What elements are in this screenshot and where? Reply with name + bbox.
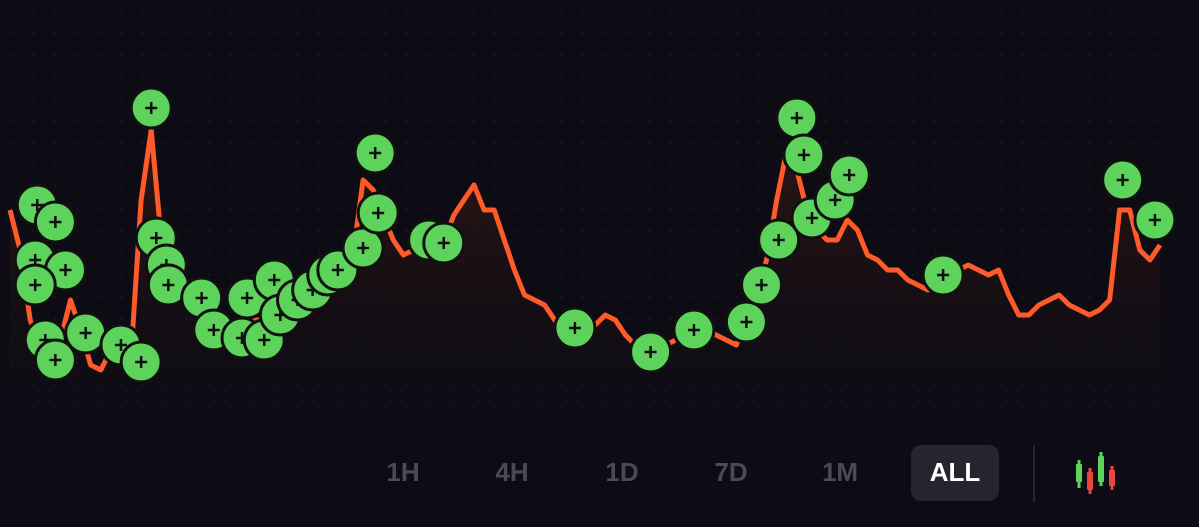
buy-marker[interactable] — [827, 153, 871, 197]
buy-marker[interactable] — [724, 300, 768, 344]
plus-icon — [31, 199, 44, 211]
buy-marker[interactable] — [341, 226, 385, 270]
plus-icon — [79, 327, 92, 339]
plus-icon — [797, 149, 810, 161]
plus-icon — [29, 279, 42, 291]
plus-icon — [755, 279, 768, 291]
buy-marker[interactable] — [775, 96, 819, 140]
plus-icon — [207, 324, 220, 336]
plus-icon — [772, 234, 785, 246]
tab-1[interactable]: 4H — [495, 457, 528, 487]
buy-marker[interactable] — [672, 308, 716, 352]
plus-icon — [644, 346, 657, 358]
buy-marker[interactable] — [129, 86, 173, 130]
tab-0[interactable]: 1H — [386, 457, 419, 487]
plus-icon — [1116, 174, 1129, 186]
timeframe-tabs: 1H 4H 1D 7D 1M ALL — [386, 457, 980, 487]
plus-icon — [357, 242, 370, 254]
plus-icon — [145, 102, 158, 114]
plus-icon — [568, 322, 581, 334]
plus-icon — [437, 237, 450, 249]
buy-marker[interactable] — [740, 263, 784, 307]
buy-marker[interactable] — [553, 306, 597, 350]
plus-icon — [740, 316, 753, 328]
buy-marker[interactable] — [33, 200, 77, 244]
selected-tab-background — [911, 445, 999, 501]
buy-marker[interactable] — [353, 131, 397, 175]
buy-marker[interactable] — [782, 133, 826, 177]
buy-marker[interactable] — [1101, 158, 1145, 202]
buy-marker[interactable] — [1133, 198, 1177, 242]
plus-icon — [135, 356, 148, 368]
plus-icon — [195, 292, 208, 304]
tab-4[interactable]: 1M — [822, 457, 858, 487]
buy-marker[interactable] — [119, 340, 163, 384]
buy-marker[interactable] — [13, 263, 57, 307]
plus-icon — [1148, 214, 1161, 226]
plus-icon — [805, 212, 818, 224]
plus-icon — [331, 264, 344, 276]
plus-icon — [162, 279, 175, 291]
plus-icon — [241, 292, 254, 304]
tab-3[interactable]: 7D — [714, 457, 747, 487]
tab-5[interactable]: ALL — [930, 457, 981, 487]
plus-icon — [372, 207, 385, 219]
buy-marker[interactable] — [921, 253, 965, 297]
plus-icon — [49, 216, 62, 228]
plus-icon — [937, 269, 950, 281]
price-area — [10, 130, 1160, 420]
plus-icon — [114, 339, 127, 351]
buy-marker[interactable] — [422, 221, 466, 265]
tab-2[interactable]: 1D — [605, 457, 638, 487]
markers — [13, 86, 1177, 384]
plus-icon — [790, 112, 803, 124]
buy-marker[interactable] — [757, 218, 801, 262]
plus-icon — [829, 194, 842, 206]
plus-icon — [268, 274, 281, 286]
plus-icon — [843, 169, 856, 181]
plus-icon — [150, 232, 163, 244]
plus-icon — [687, 324, 700, 336]
plus-icon — [258, 334, 271, 346]
buy-marker[interactable] — [33, 338, 77, 382]
buy-marker[interactable] — [629, 330, 673, 374]
buy-marker[interactable] — [356, 191, 400, 235]
plus-icon — [59, 264, 72, 276]
candlestick-toggle[interactable] — [1076, 452, 1115, 494]
plus-icon — [369, 147, 382, 159]
plus-icon — [49, 354, 62, 366]
